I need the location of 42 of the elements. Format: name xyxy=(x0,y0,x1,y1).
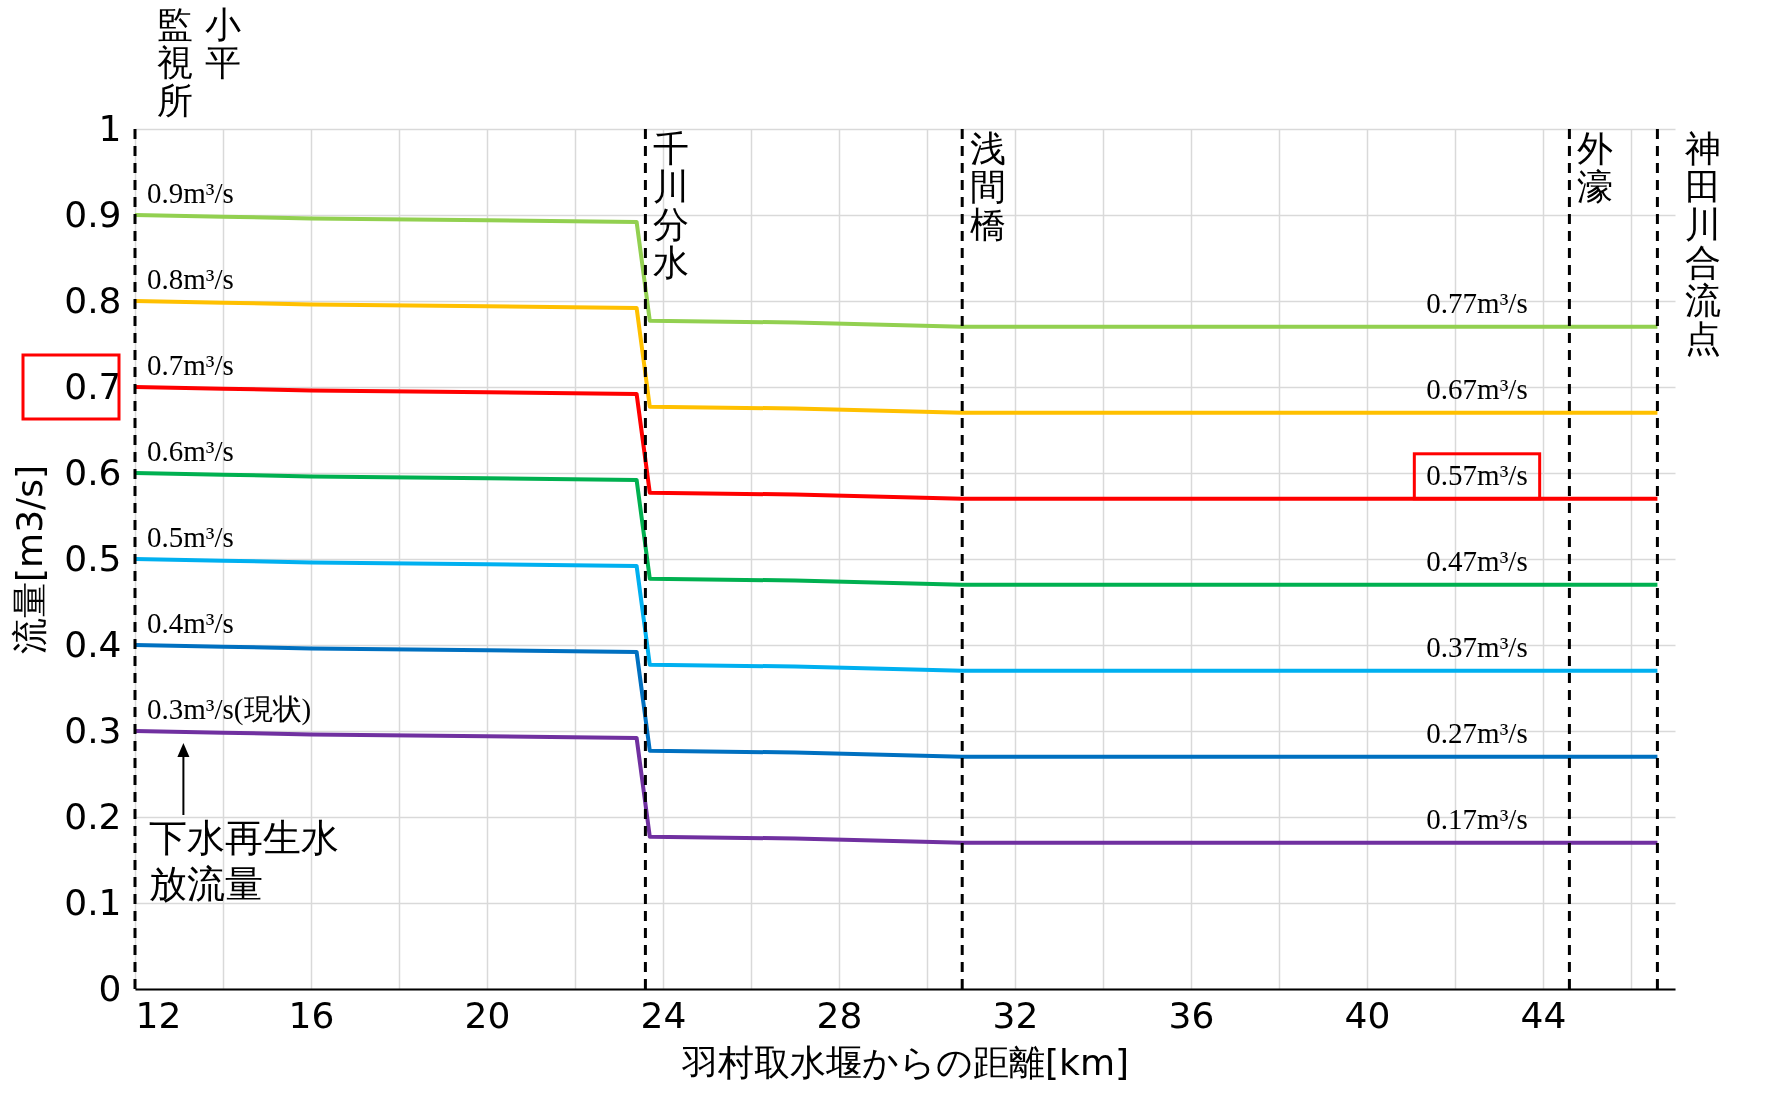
data-label: 0.5m³/s xyxy=(147,521,234,553)
x-tick-label: 32 xyxy=(992,994,1039,1036)
x-tick-label: 20 xyxy=(464,994,511,1036)
data-label: 0.67m³/s xyxy=(1426,372,1528,405)
y-tick-label: 0.6 xyxy=(64,451,122,493)
data-label: 0.3m³/s(現状) xyxy=(147,693,312,726)
x-tick-label: 24 xyxy=(640,994,687,1036)
ref-line-label: 小平監視所 xyxy=(157,4,241,121)
x-tick-label: 44 xyxy=(1520,994,1567,1036)
y-tick-label: 0 xyxy=(98,967,122,1009)
y-tick-label: 0.3 xyxy=(64,709,122,751)
x-tick-label: 28 xyxy=(816,994,863,1036)
x-tick-label: 12 xyxy=(135,994,182,1036)
y-tick-label: 0.9 xyxy=(64,193,122,235)
ref-line-label: 千川分水 xyxy=(653,128,690,283)
y-tick-label: 0.4 xyxy=(64,623,122,665)
data-label: 0.27m³/s xyxy=(1426,716,1528,749)
y-axis-title: 流量[m3/s] xyxy=(9,465,51,654)
ref-line-label: 神田川合流点 xyxy=(1685,128,1721,359)
y-tick-label: 0.5 xyxy=(64,537,122,579)
data-label: 0.9m³/s xyxy=(147,177,234,209)
annotation: 下水再生水放流量 xyxy=(149,816,340,906)
x-tick-label: 36 xyxy=(1168,994,1215,1036)
data-label: 0.57m³/s xyxy=(1426,458,1528,491)
data-label: 0.8m³/s xyxy=(147,263,234,295)
data-label: 0.7m³/s xyxy=(147,349,234,381)
y-tick-label: 0.2 xyxy=(64,795,122,837)
ref-line-label: 浅間橋 xyxy=(970,128,1007,245)
x-axis-title: 羽村取水堰からの距離[km] xyxy=(680,1041,1130,1083)
y-tick-label: 1 xyxy=(98,107,122,149)
y-tick-label: 0.8 xyxy=(64,279,122,321)
ref-line-label: 外濠 xyxy=(1577,128,1614,207)
y-tick-label: 0.7 xyxy=(64,365,122,407)
x-tick-label: 40 xyxy=(1344,994,1391,1036)
data-label: 0.6m³/s xyxy=(147,435,234,467)
data-label: 0.17m³/s xyxy=(1426,802,1528,835)
data-label: 0.37m³/s xyxy=(1426,630,1528,663)
y-tick-label: 0.1 xyxy=(64,881,122,923)
data-label: 0.4m³/s xyxy=(147,607,234,639)
data-label: 0.47m³/s xyxy=(1426,544,1528,577)
x-tick-label: 16 xyxy=(288,994,335,1036)
data-label: 0.77m³/s xyxy=(1426,286,1528,319)
